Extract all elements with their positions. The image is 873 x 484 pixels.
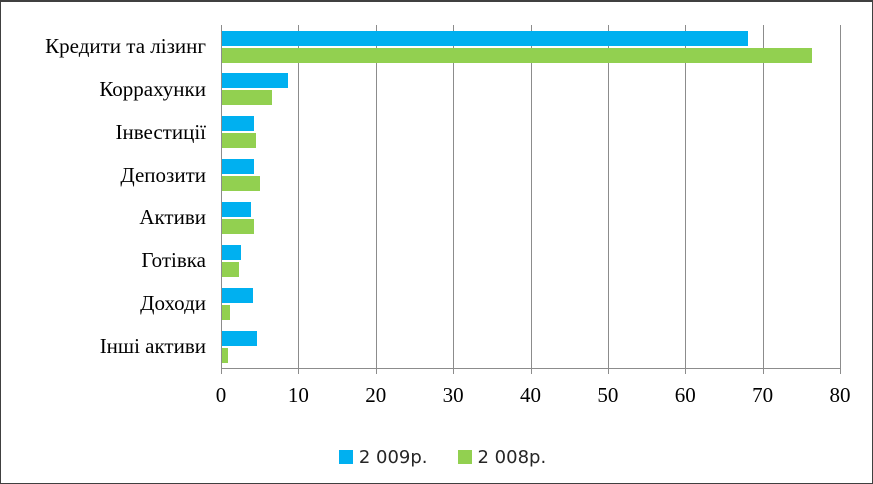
x-tick-label: 50 <box>597 383 619 407</box>
x-axis-line <box>221 368 841 369</box>
x-tick-label: 60 <box>674 383 696 407</box>
bar-2008р.-2 <box>222 133 257 149</box>
category-label: Інші активи <box>99 334 206 359</box>
bar-2009р.-0 <box>222 30 749 46</box>
legend-label: 2 009р. <box>358 446 428 468</box>
legend-swatch-icon <box>457 450 472 464</box>
gridline <box>375 25 377 368</box>
bar-2009р.-5 <box>222 244 242 260</box>
bar-2008р.-3 <box>222 176 260 192</box>
x-tick-label: 10 <box>287 383 309 407</box>
x-axis-tick <box>298 369 300 374</box>
bar-2008р.-7 <box>222 347 229 363</box>
x-axis-tick <box>685 369 687 374</box>
category-label: Інвестиції <box>115 119 206 144</box>
category-label: Кредити та лізинг <box>45 33 206 58</box>
category-label: Доходи <box>140 291 206 316</box>
bar-2009р.-4 <box>222 202 252 217</box>
x-axis-tick <box>840 369 841 374</box>
bar-2008р.-0 <box>222 47 813 63</box>
bar-2008р.-6 <box>222 304 230 320</box>
gridline <box>298 25 300 368</box>
gridline <box>530 25 532 368</box>
x-axis-tick <box>453 369 455 374</box>
category-label: Коррахунки <box>99 76 206 101</box>
legend: 2 009р. 2 008р. <box>1 443 872 471</box>
bar-2008р.-4 <box>222 219 254 234</box>
legend-item: 2 009р. <box>338 446 428 468</box>
gridline <box>607 25 609 368</box>
legend-label: 2 008р. <box>477 446 547 468</box>
legend-swatch-icon <box>338 450 353 464</box>
gridline <box>685 25 687 368</box>
legend-item: 2 008р. <box>457 446 547 468</box>
category-label: Активи <box>139 205 206 230</box>
bar-2009р.-2 <box>222 116 254 132</box>
bar-2008р.-1 <box>222 90 273 106</box>
x-axis-tick <box>375 369 377 374</box>
x-tick-label: 80 <box>829 383 851 407</box>
gridline <box>762 25 764 368</box>
x-tick-label: 20 <box>365 383 387 407</box>
plot-area <box>221 25 841 368</box>
gridline <box>840 25 841 368</box>
x-tick-label: 70 <box>752 383 774 407</box>
bar-2009р.-7 <box>222 330 257 346</box>
x-axis-tick <box>762 369 764 374</box>
category-label: Готівка <box>141 248 206 273</box>
x-tick-label: 0 <box>215 383 227 407</box>
bar-2009р.-6 <box>222 287 253 303</box>
gridline <box>453 25 455 368</box>
x-tick-label: 40 <box>520 383 541 407</box>
bar-2009р.-3 <box>222 159 255 175</box>
x-tick-label: 30 <box>442 383 464 407</box>
gridline <box>221 25 222 368</box>
x-axis-tick <box>607 369 609 374</box>
category-label: Депозити <box>120 162 206 187</box>
x-axis-tick <box>530 369 532 374</box>
bar-2008р.-5 <box>222 261 240 277</box>
bar-2009р.-1 <box>222 73 288 89</box>
x-axis-tick <box>221 369 222 374</box>
